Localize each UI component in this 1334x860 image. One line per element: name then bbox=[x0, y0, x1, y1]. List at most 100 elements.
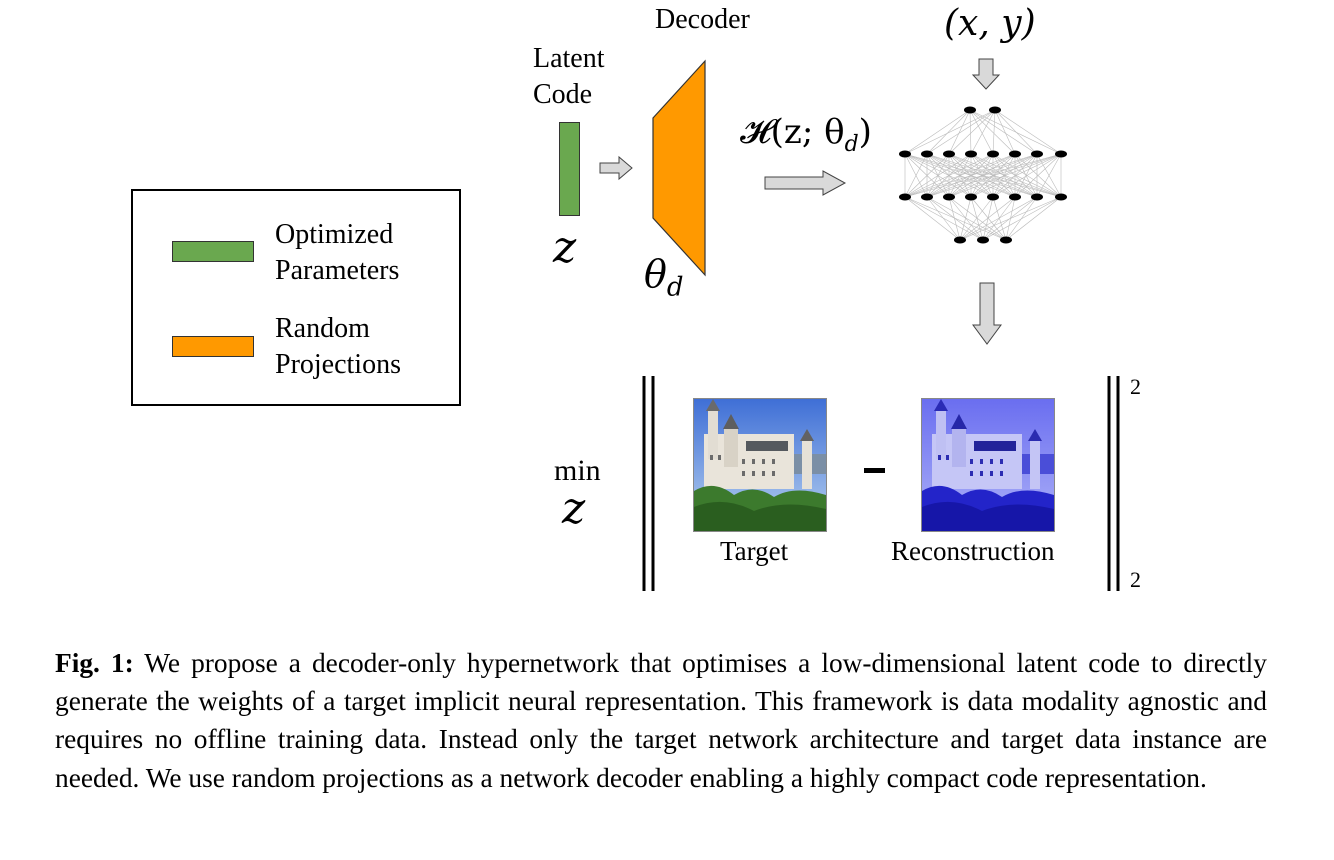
network-edge bbox=[959, 196, 1016, 241]
norm-subscript: 2 bbox=[1130, 567, 1141, 592]
network-edge bbox=[994, 109, 1016, 155]
network-edge bbox=[969, 109, 994, 155]
network-node bbox=[1031, 150, 1043, 158]
network-edge bbox=[904, 153, 972, 198]
legend-label-random-line2: Projections bbox=[275, 349, 401, 380]
network-node bbox=[1031, 193, 1043, 201]
network-node bbox=[987, 193, 999, 201]
figure-caption: Fig. 1: We propose a decoder-only hypern… bbox=[55, 644, 1267, 797]
network-edge bbox=[904, 109, 971, 155]
network-edge bbox=[994, 109, 1062, 155]
legend-label-random: Random Projections bbox=[275, 311, 401, 383]
hyper-close: ) bbox=[858, 112, 872, 152]
legend-label-optimized-line2: Parameters bbox=[275, 255, 400, 286]
arrow-input-to-network bbox=[971, 58, 1001, 90]
network-edge bbox=[969, 109, 1038, 155]
network-edge bbox=[926, 196, 961, 241]
network-edge bbox=[948, 196, 1007, 241]
network-edge bbox=[904, 196, 961, 241]
network-edge bbox=[904, 153, 1016, 198]
network-node bbox=[1009, 193, 1021, 201]
network-edge bbox=[969, 109, 1062, 155]
min-symbol: z bbox=[562, 483, 586, 534]
decoder-theta: θ bbox=[644, 252, 667, 296]
network-edge bbox=[948, 153, 1038, 198]
latent-code-label: Latent Code bbox=[533, 41, 605, 113]
network-edge bbox=[992, 153, 1038, 198]
network-node bbox=[1055, 150, 1067, 158]
network-edge bbox=[926, 196, 984, 241]
legend-label-optimized-line1: Optimized bbox=[275, 219, 394, 250]
network-edge bbox=[926, 196, 1007, 241]
network-node bbox=[964, 106, 976, 114]
caption-text: We propose a decoder-only hypernetwork t… bbox=[55, 648, 1267, 793]
caption-prefix: Fig. 1: bbox=[55, 648, 134, 678]
reconstruction-label: Reconstruction bbox=[891, 536, 1055, 566]
network-node bbox=[921, 193, 933, 201]
latent-label-line2: Code bbox=[533, 79, 593, 110]
network-node bbox=[965, 150, 977, 158]
network-edge bbox=[992, 153, 1062, 198]
network-edge bbox=[992, 109, 996, 155]
network-edge bbox=[959, 196, 1038, 241]
network-node bbox=[989, 106, 1001, 114]
network-node bbox=[921, 150, 933, 158]
network-edge bbox=[904, 153, 928, 198]
minus-sign bbox=[864, 468, 885, 473]
network-edge bbox=[959, 196, 1062, 241]
network-edge bbox=[948, 109, 996, 155]
network-nodes bbox=[899, 106, 1067, 244]
network-node bbox=[899, 193, 911, 201]
target-label: Target bbox=[720, 536, 789, 566]
network-edge bbox=[904, 153, 950, 198]
network-edge bbox=[904, 196, 1007, 241]
network-edge bbox=[904, 153, 994, 198]
network-node bbox=[954, 236, 966, 244]
network-edge bbox=[948, 153, 1062, 198]
arrow-network-to-output bbox=[972, 282, 1002, 345]
network-edge bbox=[970, 109, 996, 155]
latent-symbol: z bbox=[553, 222, 577, 273]
network-node bbox=[1055, 193, 1067, 201]
network-edge bbox=[969, 109, 972, 155]
input-coordinates-label: (x, y) bbox=[944, 3, 1036, 44]
network-edge bbox=[1014, 153, 1062, 198]
hyper-subscript: d bbox=[844, 131, 859, 157]
legend-box: Optimized Parameters Random Projections bbox=[131, 189, 461, 406]
network-node bbox=[943, 193, 955, 201]
network-edge bbox=[904, 109, 996, 155]
network-node bbox=[987, 150, 999, 158]
arrow-latent-to-decoder bbox=[599, 155, 633, 181]
network-edge bbox=[948, 196, 961, 241]
network-edge bbox=[1005, 196, 1062, 241]
network-edge bbox=[970, 196, 984, 241]
network-edge bbox=[992, 196, 1007, 241]
decoder-subscript: d bbox=[666, 272, 684, 303]
norm-left-bars bbox=[642, 376, 655, 591]
network-edge bbox=[948, 109, 971, 155]
network-node bbox=[965, 193, 977, 201]
network-edge bbox=[926, 109, 971, 155]
network-edge bbox=[926, 153, 1062, 198]
legend-swatch-optimized bbox=[172, 241, 254, 262]
decoder-label: Decoder bbox=[655, 4, 750, 35]
latent-code-bar bbox=[559, 122, 580, 216]
hypernetwork-output-label: 𝓗(z; θd) bbox=[740, 112, 872, 157]
network-edges bbox=[904, 109, 1062, 241]
target-image bbox=[693, 398, 827, 532]
arrow-decoder-to-network bbox=[764, 170, 847, 196]
hyper-label-main: 𝓗(z; θ bbox=[740, 112, 845, 152]
network-edge bbox=[959, 196, 994, 241]
norm-right-bars bbox=[1107, 376, 1120, 591]
network-node bbox=[1000, 236, 1012, 244]
network-node bbox=[1009, 150, 1021, 158]
norm-superscript: 2 bbox=[1130, 374, 1141, 399]
network-edge bbox=[904, 153, 1062, 198]
network-edge bbox=[982, 196, 1062, 241]
decoder-symbol: θd bbox=[644, 252, 684, 303]
network-edge bbox=[969, 109, 1016, 155]
network-edge bbox=[904, 153, 1038, 198]
reconstruction-image bbox=[921, 398, 1055, 532]
network-edge bbox=[970, 196, 1007, 241]
